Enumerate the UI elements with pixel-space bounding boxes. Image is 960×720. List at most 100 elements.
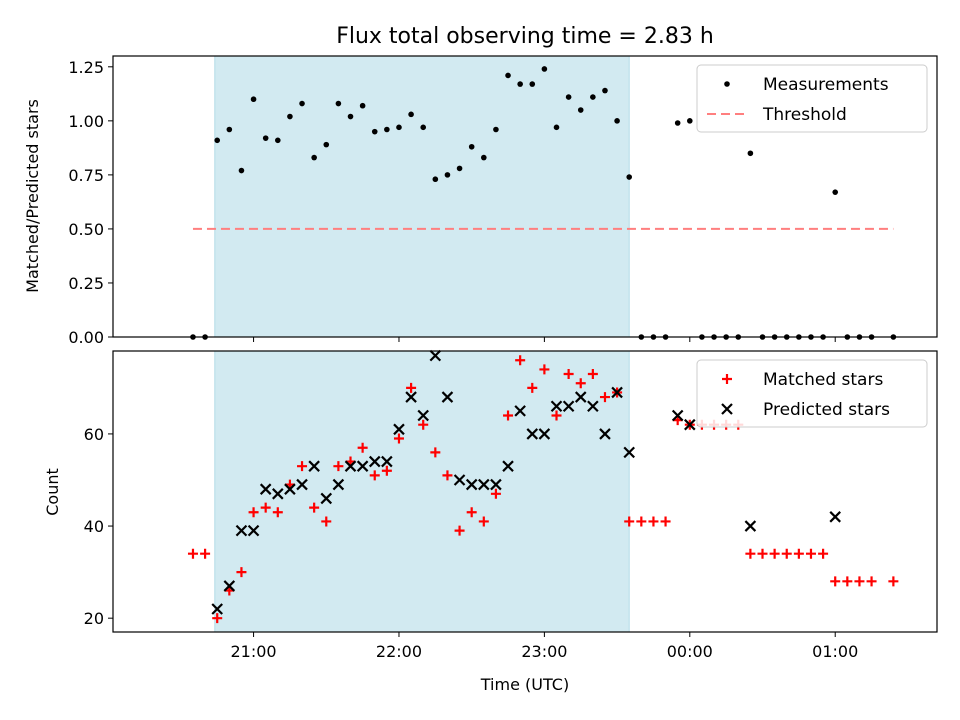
matched-star-point [624,516,635,527]
matched-star-point [888,576,899,587]
matched-star-point [321,516,332,527]
measurement-point [371,128,378,135]
matched-star-point [430,447,441,458]
matched-star-point [818,548,829,559]
matched-star-point [563,369,574,380]
x-tick-label: 22:00 [376,642,422,661]
measurement-point [674,120,681,126]
x-tick-label: 21:00 [231,642,277,661]
measurement-point [335,100,342,107]
matched-star-point [599,392,610,403]
y-tick-label: 0.50 [68,220,104,239]
y-tick-label: 0.25 [68,274,104,293]
matched-star-point [418,419,429,430]
predicted-star-point [259,483,272,495]
measurement-point [468,143,475,150]
y-tick-label: 0.00 [68,328,104,347]
predicted-star-point [284,483,296,495]
measurement-point [590,94,596,100]
series-bottom-1 [211,349,841,615]
matched-star-point [333,461,344,472]
predicted-star-point [393,423,405,436]
measurement-point [456,165,463,172]
measurement-point [565,94,572,100]
matched-star-point [357,442,368,453]
measurement-point [493,126,499,133]
matched-star-point [781,548,792,559]
measurement-point [262,135,269,141]
top-panel: 0.00 0.25 0.50 0.75 1.00 1.25 Measurements Thre… [68,55,938,347]
matched-star-point [842,576,853,587]
predicted-star-point [490,478,502,491]
legend-marker-measurements [724,81,730,87]
matched-star-point [551,410,562,421]
observing-span-bottom [214,350,630,633]
matched-star-point [793,548,804,559]
measurement-point [602,87,608,94]
predicted-star-point [514,405,526,417]
legend-label: Predicted stars [763,400,890,420]
matched-star-point [527,382,538,393]
measurement-point [577,107,584,113]
matched-star-point [466,507,477,518]
predicted-star-point [332,478,345,491]
matched-star-point [866,576,877,587]
matched-star-point [393,433,404,444]
measurement-point [275,137,281,144]
legend-marker-predicted [721,403,733,415]
matched-star-point [648,516,659,527]
predicted-star-point [538,428,551,440]
predicted-star-point [562,400,575,413]
matched-star-point [454,525,465,536]
measurement-point [396,124,402,131]
matched-star-point [805,548,816,559]
bottom-panel: 20 40 60 21:00 22:00 23:00 00:00 01:00 Matched s… [84,349,938,661]
measurement-point [517,81,523,87]
predicted-star-point [684,418,696,431]
matched-star-point [515,355,526,366]
observing-span-top [214,55,630,338]
predicted-star-point [829,511,841,523]
y-tick-label: 60 [84,425,104,444]
legend-label: Measurements [763,75,889,95]
legend-box [696,64,928,133]
measurement-point [626,174,633,180]
predicted-star-point [744,520,757,532]
predicted-star-point [526,428,539,440]
matched-star-point [248,507,259,518]
predicted-star-point [235,524,248,537]
predicted-star-point [223,580,236,592]
matched-star-point [200,548,211,559]
matched-star-point [490,488,501,499]
measurement-point [420,124,427,131]
x-axis-label: Time (UTC) [480,675,569,694]
legend-box [696,359,928,428]
matched-star-point [478,516,489,527]
predicted-star-point [671,409,684,422]
matched-star-point [539,364,550,375]
matched-star-point [187,548,198,559]
predicted-star-point [211,603,223,615]
predicted-star-point [453,474,466,486]
measurement-point [614,118,620,124]
predicted-star-point [308,460,320,472]
measurement-point [541,66,548,72]
predicted-star-point [368,455,381,468]
predicted-star-point [574,391,587,403]
predicted-star-point [478,478,490,491]
measurement-point [687,118,693,124]
y-tick-label: 1.25 [68,58,104,77]
predicted-star-point [611,386,623,399]
measurement-point [832,189,839,195]
predicted-star-point [441,391,454,403]
matched-star-point [575,378,586,389]
measurement-point [432,176,439,183]
predicted-star-point [381,455,393,468]
measurement-point [553,124,560,131]
predicted-star-point [550,400,563,413]
legend-label: Threshold [762,105,847,125]
predicted-star-point [502,460,514,472]
measurement-point [444,172,451,178]
legend-top: Measurements Threshold [696,64,928,133]
legend-bottom: Matched stars Predicted stars [696,359,928,428]
